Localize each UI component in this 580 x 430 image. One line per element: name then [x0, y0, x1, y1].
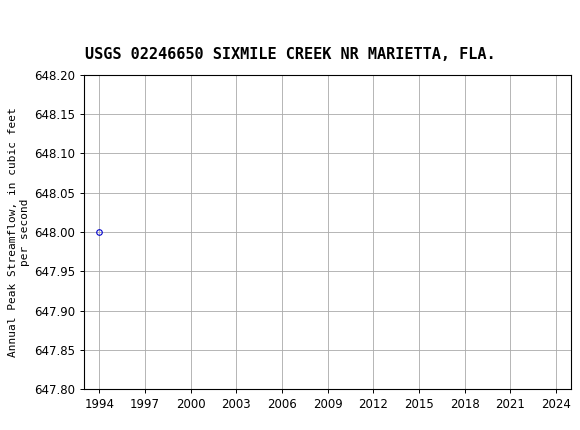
Text: USGS 02246650 SIXMILE CREEK NR MARIETTA, FLA.: USGS 02246650 SIXMILE CREEK NR MARIETTA,… [85, 47, 495, 62]
Bar [5, 2, 8, 36]
Text: USGS: USGS [44, 7, 116, 31]
Y-axis label: Annual Peak Streamflow, in cubic feet
per second: Annual Peak Streamflow, in cubic feet pe… [8, 107, 30, 357]
